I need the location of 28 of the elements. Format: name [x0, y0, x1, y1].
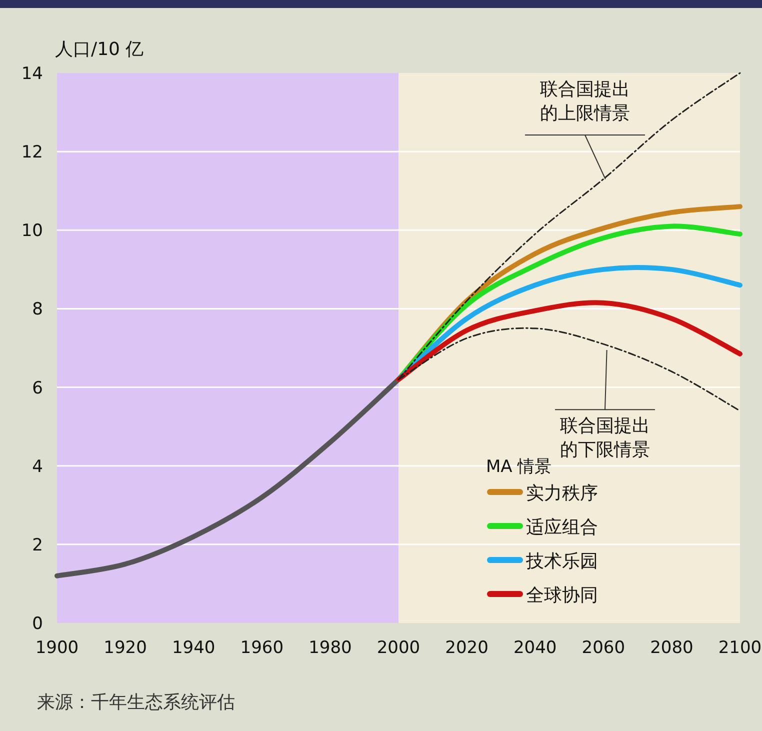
y-tick-label: 14 [21, 64, 43, 84]
x-tick-label: 2060 [582, 638, 626, 658]
x-tick-label: 2080 [650, 638, 694, 658]
x-tick-label: 1920 [104, 638, 147, 658]
text: 联合国提出的下限情景 [560, 416, 650, 461]
series-label: 联合国提出的上限情景 [540, 79, 630, 124]
x-tick-label: 2020 [445, 638, 488, 658]
source-note: 来源：千年生态系统评估 [37, 692, 235, 713]
y-tick-label: 6 [32, 378, 43, 398]
legend-label: 技术乐园 [525, 551, 598, 572]
y-tick-label: 12 [21, 142, 43, 163]
legend-label: 全球协同 [526, 585, 598, 606]
x-tick-label: 1900 [35, 638, 79, 658]
y-tick-label: 0 [32, 614, 43, 634]
y-tick-label: 2 [32, 535, 43, 556]
y-axis-title: 人口/10 亿 [55, 39, 144, 60]
x-tick-label: 1940 [172, 638, 216, 658]
x-tick-label: 1960 [240, 638, 284, 658]
x-tick-label: 2100 [718, 638, 762, 658]
x-tick-label: 1980 [308, 638, 352, 658]
legend-label: 实力秩序 [526, 483, 598, 504]
y-tick-label: 10 [21, 221, 43, 242]
y-tick-label: 8 [32, 300, 43, 320]
legend-title: MA 情景 [486, 457, 552, 477]
x-tick-label: 2000 [376, 638, 420, 658]
x-tick-label: 2040 [513, 638, 557, 658]
legend-label: 适应组合 [526, 517, 598, 538]
y-tick-label: 4 [32, 456, 43, 477]
